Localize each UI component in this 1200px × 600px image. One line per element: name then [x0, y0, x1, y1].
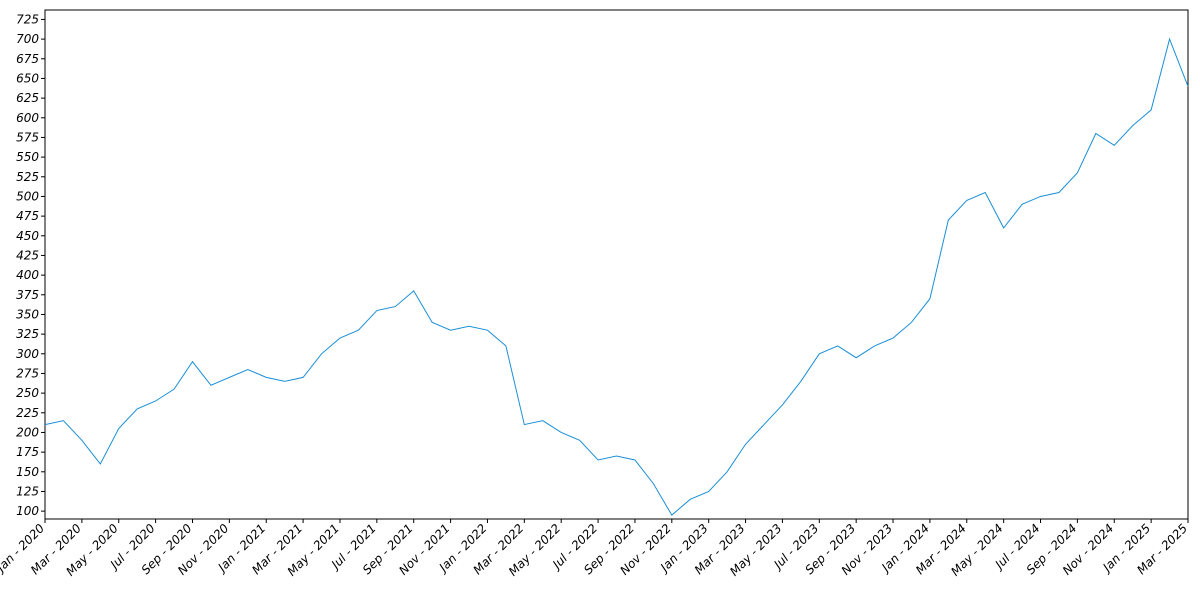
y-tick-label: 275: [16, 366, 39, 380]
y-tick-label: 550: [16, 150, 39, 164]
y-tick-label: 150: [16, 465, 39, 479]
y-tick-label: 500: [16, 189, 39, 203]
y-tick-label: 525: [16, 170, 39, 184]
y-tick-label: 325: [16, 327, 39, 341]
y-tick-label: 450: [16, 229, 39, 243]
y-tick-label: 650: [16, 71, 39, 85]
y-tick-label: 400: [16, 268, 39, 282]
y-tick-label: 575: [16, 130, 39, 144]
plot-frame: [44, 9, 1189, 520]
y-tick-label: 375: [16, 288, 39, 302]
y-tick-label: 425: [16, 248, 39, 262]
price-line: [44, 37, 1189, 516]
y-tick-label: 225: [16, 406, 39, 420]
y-tick-label: 625: [16, 91, 39, 105]
y-tick-label: 475: [16, 209, 39, 223]
y-tick-label: 200: [16, 425, 39, 439]
y-tick-label: 350: [16, 307, 39, 321]
y-tick-label: 725: [16, 12, 39, 26]
y-tick-label: 175: [16, 445, 39, 459]
y-tick-label: 125: [16, 484, 39, 498]
y-tick-label: 600: [16, 111, 39, 125]
y-tick-label: 100: [16, 504, 39, 518]
y-tick-label: 300: [16, 347, 39, 361]
y-tick-label: 700: [16, 32, 39, 46]
y-tick-label: 250: [16, 386, 39, 400]
y-tick-label: 675: [16, 52, 39, 66]
